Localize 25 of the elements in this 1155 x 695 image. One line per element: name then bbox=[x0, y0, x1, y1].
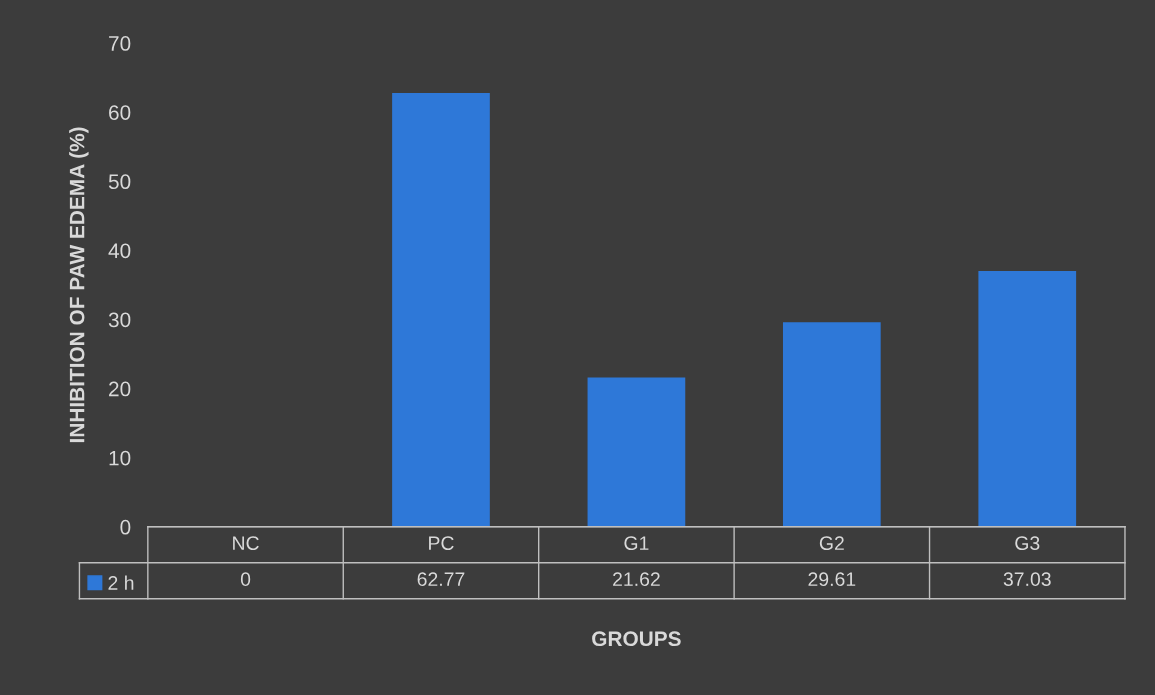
bar bbox=[392, 93, 490, 527]
y-tick-label: 30 bbox=[108, 312, 131, 328]
y-tick-label: 50 bbox=[108, 174, 131, 190]
y-axis-title: INHIBITION OF PAW EDEMA (%) bbox=[69, 127, 89, 443]
y-tick-label: 0 bbox=[120, 519, 131, 535]
y-tick-label: 70 bbox=[109, 36, 131, 51]
y-tick-label: 20 bbox=[109, 381, 131, 397]
x-tick-label: G2 bbox=[819, 536, 844, 551]
y-tick-label: 40 bbox=[108, 243, 131, 259]
x-tick-label: G1 bbox=[624, 536, 649, 551]
data-label: 21.62 bbox=[613, 572, 660, 587]
x-axis-title: GROUPS bbox=[592, 631, 681, 647]
data-label: 0 bbox=[240, 572, 251, 587]
x-tick-label: NC bbox=[233, 536, 259, 551]
data-label: 37.03 bbox=[1003, 572, 1051, 587]
data-label: 29.61 bbox=[808, 572, 856, 587]
x-tick-label: G3 bbox=[1015, 536, 1040, 551]
data-label: 62.77 bbox=[417, 572, 465, 587]
legend-label: 2 h bbox=[108, 575, 134, 590]
y-tick-label: 10 bbox=[109, 450, 131, 466]
bar bbox=[782, 322, 881, 527]
x-tick-label: PC bbox=[429, 536, 454, 551]
bar bbox=[587, 377, 686, 527]
y-tick-label: 60 bbox=[109, 105, 131, 120]
bar bbox=[978, 270, 1077, 527]
